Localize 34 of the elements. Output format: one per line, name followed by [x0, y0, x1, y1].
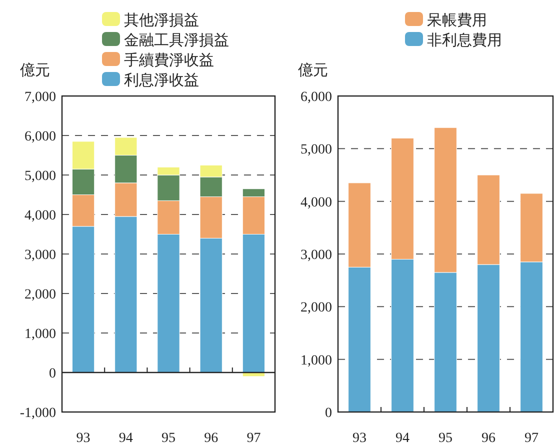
- y-tick-label: -1,000: [20, 406, 56, 421]
- legend-label: 非利息費用: [427, 32, 502, 49]
- x-tick-label: 96: [204, 431, 218, 446]
- x-tick-label: 95: [162, 431, 176, 446]
- x-tick-label: 97: [246, 431, 261, 446]
- y-tick-label: 6,000: [300, 90, 332, 105]
- y-tick-label: 1,000: [24, 327, 56, 342]
- legend-label: 利息淨收益: [124, 72, 199, 89]
- y-tick-label: 0: [49, 366, 56, 382]
- y-tick-label: 2,000: [300, 300, 332, 316]
- y-tick-label: 1,000: [300, 353, 332, 368]
- y-tick-label: 5,000: [24, 169, 56, 184]
- x-tick-label: 97: [524, 431, 538, 446]
- x-tick-label: 96: [482, 431, 496, 446]
- x-tick-label: 93: [76, 431, 90, 446]
- y-tick-label: 3,000: [300, 248, 332, 263]
- y-axis-title: 億元: [298, 62, 328, 79]
- y-tick-label: 7,000: [24, 90, 56, 105]
- y-tick-label: 6,000: [24, 130, 56, 144]
- y-tick-label: 4,000: [300, 195, 332, 210]
- legend-label: 金融工具淨損益: [124, 32, 229, 49]
- y-tick-label: 4,000: [24, 208, 56, 224]
- legend-label: 手續費淨收益: [124, 52, 214, 69]
- y-tick-label: 0: [325, 406, 332, 421]
- y-tick-label: 2,000: [24, 288, 56, 302]
- x-tick-label: 95: [438, 431, 452, 446]
- y-tick-label: 3,000: [24, 248, 56, 263]
- y-tick-label: 5,000: [300, 142, 332, 158]
- legend-label: 其他淨損益: [124, 12, 199, 29]
- legend-label: 呆帳費用: [427, 12, 487, 29]
- y-axis-title: 億元: [20, 62, 50, 79]
- x-tick-label: 94: [396, 431, 410, 446]
- x-tick-label: 93: [352, 431, 366, 446]
- x-tick-label: 94: [118, 431, 133, 446]
